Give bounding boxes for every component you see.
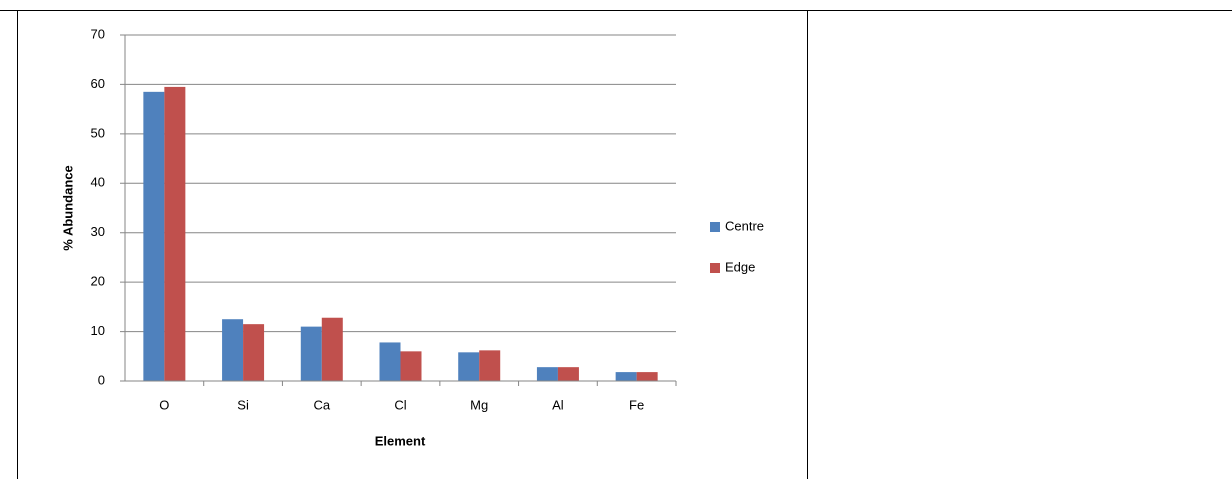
y-tick-label: 40 [91,175,105,190]
bar [222,319,244,381]
bar [557,367,579,381]
x-tick-label: Fe [629,397,644,412]
y-tick-label: 50 [91,125,105,140]
chart-frame [17,10,808,479]
x-tick-label: O [159,397,169,412]
bar [536,367,558,381]
y-tick-label: 0 [98,372,105,387]
legend-swatch [710,222,720,232]
bar [143,91,165,381]
legend-label: Edge [725,259,755,274]
x-tick-label: Ca [313,397,330,412]
x-tick-label: Si [237,397,249,412]
y-tick-label: 20 [91,274,105,289]
y-tick-label: 10 [91,323,105,338]
x-axis-label: Element [375,433,426,448]
y-tick-label: 70 [91,26,105,41]
bar [636,372,658,381]
bar [300,326,322,381]
x-tick-label: Cl [394,397,406,412]
bar [615,372,637,381]
bar [479,350,501,381]
legend-label: Centre [725,218,764,233]
bar [400,351,422,381]
bar [458,352,480,381]
bar [164,86,186,382]
y-tick-label: 60 [91,76,105,91]
bar [379,342,401,381]
x-tick-label: Mg [470,397,488,412]
y-tick-label: 30 [91,224,105,239]
legend-swatch [710,263,720,273]
bar [243,324,265,381]
bar [321,317,343,381]
x-tick-label: Al [552,397,564,412]
y-axis-label: % Abundance [60,165,75,250]
